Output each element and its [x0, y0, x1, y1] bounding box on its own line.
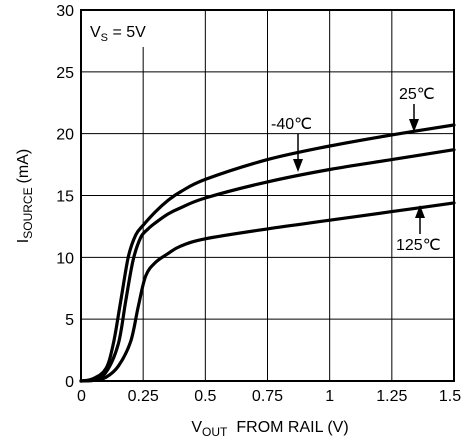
arrow-m40c-head [293, 159, 303, 172]
y-axis-title-rest: (mA) [15, 149, 32, 184]
x-axis-title: VOUT FROM RAIL (V) [191, 419, 348, 439]
y-tick-label: 15 [56, 189, 74, 206]
x-tick-label: 0.75 [252, 388, 283, 405]
y-tick-label: 30 [56, 3, 74, 20]
series-line-125c [79, 201, 456, 383]
y-tick-label: 25 [56, 65, 74, 82]
y-axis-title-sub: SOURCE [21, 187, 35, 238]
supply-main: V [90, 24, 101, 41]
series-line-m40c [79, 148, 456, 383]
x-tick-label: 1.5 [439, 388, 461, 405]
label-125c: 125℃ [396, 237, 441, 254]
y-axis-title: ISOURCE (mA) [15, 149, 35, 243]
y-tick-label: 20 [56, 127, 74, 144]
y-tick-label: 10 [56, 250, 74, 267]
supply-annotation-text: VS = 5V [90, 24, 146, 44]
x-tick-label: 0 [77, 388, 86, 405]
plot-frame [80, 9, 455, 382]
annotation-m40c: -40℃ [271, 116, 312, 172]
label-25c: 25℃ [399, 86, 435, 103]
supply-annotation: VS = 5V [82, 11, 165, 47]
arrow-25c-head [409, 119, 419, 132]
x-axis-title-main: V [191, 419, 202, 436]
supply-sub: S [101, 32, 108, 44]
x-tick-label: 0.25 [128, 388, 159, 405]
x-axis-title-rest: FROM RAIL (V) [236, 419, 348, 436]
x-axis-title-sub: OUT [202, 425, 228, 439]
y-tick-labels: 0 5 10 15 20 25 30 [56, 3, 74, 391]
annotation-25c: 25℃ [399, 86, 435, 132]
label-m40c: -40℃ [271, 116, 312, 133]
arrow-125c-head [415, 205, 425, 218]
supply-rest: = 5V [108, 24, 146, 41]
y-tick-label: 5 [65, 312, 74, 329]
grid-lines [81, 10, 454, 381]
x-tick-labels: 0 0.25 0.5 0.75 1 1.25 1.5 [77, 388, 461, 405]
annotation-125c: 125℃ [396, 205, 441, 254]
x-tick-label: 1.25 [376, 388, 407, 405]
y-tick-label: 0 [65, 374, 74, 391]
y-axis-title-main: I [15, 239, 32, 243]
x-tick-label: 1 [325, 388, 334, 405]
supply-annotation-box [82, 11, 165, 47]
x-tick-label: 0.5 [194, 388, 216, 405]
